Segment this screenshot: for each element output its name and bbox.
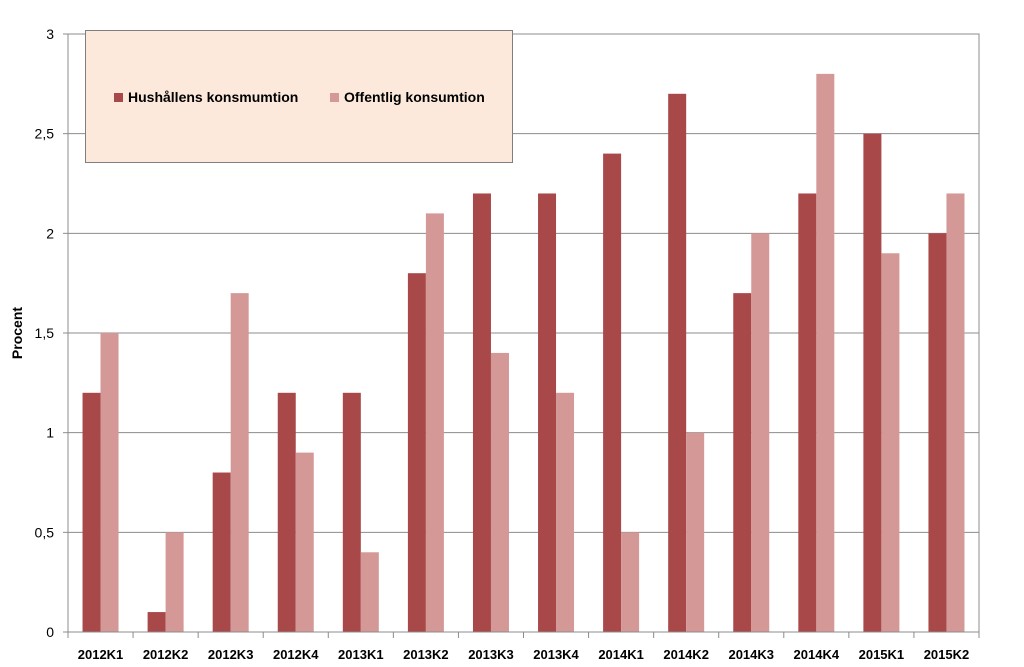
x-tick-label: 2014K4 [794,647,840,662]
bar-series-1 [147,612,166,632]
legend-swatch-series-2 [330,92,339,102]
axes [63,33,980,638]
y-tick-label: 3 [46,26,54,42]
legend-item-series-2: Offentlig konsumtion [330,89,485,105]
x-tick-label: 2013K2 [403,647,449,662]
bar-series-2 [621,532,640,632]
x-tick-label: 2014K3 [728,647,774,662]
x-tick-labels: 2012K1 2012K2 2012K3 2012K4 2013K1 2013K2 2013… [78,647,969,662]
bar-series-1 [733,293,752,632]
x-tick-label: 2013K3 [468,647,514,662]
y-tick-label: 1 [46,425,54,441]
bar-series-2 [686,432,705,632]
x-tick-label: 2014K2 [663,647,709,662]
bar-series-2 [490,352,509,632]
x-tick-label: 2013K1 [338,647,384,662]
bar-series-1 [212,472,231,632]
y-tick-label: 2,5 [35,126,55,142]
legend-swatch-series-1 [114,92,123,102]
y-tick-label: 0,5 [35,524,55,540]
x-tick-label: 2014K1 [598,647,644,662]
x-tick-label: 2015K2 [924,647,970,662]
bar-series-2 [100,333,119,632]
bar-series-2 [751,233,770,633]
legend-label-series-2: Offentlig konsumtion [344,89,485,105]
bar-series-1 [798,193,817,632]
bar-series-2 [295,452,314,632]
legend: Hushållens konsmumtion Offentlig konsumt… [85,30,513,163]
y-tick-labels: 0 0,5 1 1,5 2 2,5 3 [35,26,55,640]
bar-series-1 [82,392,101,632]
x-tick-label: 2015K1 [859,647,905,662]
y-tick-label: 0 [46,624,54,640]
x-tick-label: 2012K4 [273,647,319,662]
bar-series-1 [603,153,622,632]
bar-series-2 [881,253,900,632]
bar-series-1 [342,392,361,632]
y-tick-label: 2 [46,225,54,241]
legend-label-series-1: Hushållens konsmumtion [128,89,299,105]
bar-series-2 [946,193,965,632]
bar-series-1 [472,193,491,632]
bar-series-1 [538,193,557,632]
bars [82,73,965,633]
bar-series-2 [816,73,835,632]
bar-series-2 [556,392,575,632]
x-tick-label: 2013K4 [533,647,579,662]
bar-series-1 [668,93,687,633]
x-tick-label: 2012K2 [143,647,189,662]
bar-series-1 [928,233,947,633]
bar-series-1 [407,273,426,632]
bar-series-2 [230,293,249,632]
bar-series-2 [360,552,379,632]
y-tick-label: 1,5 [35,325,55,341]
legend-item-series-1: Hushållens konsmumtion [114,89,298,105]
y-axis-title: Procent [9,307,25,359]
x-tick-label: 2012K1 [78,647,124,662]
x-tick-label: 2012K3 [208,647,254,662]
bar-series-1 [277,392,296,632]
bar-series-1 [863,133,882,632]
bar-series-2 [165,532,184,632]
bar-series-2 [425,213,444,632]
